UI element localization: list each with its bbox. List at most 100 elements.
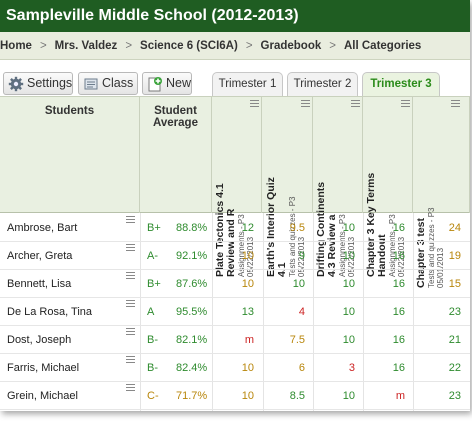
assignment-header[interactable]: Plate Tectonics 4.1 Review and R Assignme…: [212, 97, 262, 277]
assignment-header[interactable]: Earth's Interior Quiz 4.1 Tests and quizz…: [263, 97, 313, 277]
letter-grade: B+: [147, 222, 161, 234]
students-header[interactable]: Students: [0, 97, 140, 213]
score-cell[interactable]: 12: [241, 222, 254, 234]
score-cell[interactable]: m: [395, 390, 405, 402]
score-cell[interactable]: 19: [448, 250, 461, 262]
row-menu-icon[interactable]: [126, 244, 135, 251]
gradebook-grid: Students Student Average Plate Tectonics…: [0, 96, 470, 411]
letter-grade: C-: [147, 390, 159, 402]
score-cell[interactable]: 8.5: [289, 390, 305, 402]
column-menu-icon[interactable]: [451, 100, 460, 107]
student-name[interactable]: De La Rosa, Tina: [7, 306, 92, 318]
tab-trimester-2[interactable]: Trimester 2: [287, 72, 358, 97]
student-average: 95.5%: [176, 306, 208, 318]
school-title: Sampleville Middle School (2012-2013): [0, 0, 470, 32]
score-cell[interactable]: 21: [448, 334, 461, 346]
student-name[interactable]: Bennett, Lisa: [7, 278, 72, 290]
tab-trimester-1[interactable]: Trimester 1: [212, 72, 283, 97]
score-cell[interactable]: 6: [298, 362, 305, 374]
score-cell[interactable]: 16: [392, 278, 405, 290]
student-row[interactable]: De La Rosa, Tina A 95.5% 13 4 10 16 23: [0, 298, 470, 326]
score-cell[interactable]: 10: [342, 390, 355, 402]
row-menu-icon[interactable]: [126, 356, 135, 363]
score-cell[interactable]: 10: [241, 250, 254, 262]
gradebook-window: Sampleville Middle School (2012-2013) Ho…: [0, 0, 470, 411]
column-menu-icon[interactable]: [250, 100, 259, 107]
score-cell[interactable]: 10: [342, 334, 355, 346]
student-row[interactable]: Dost, Joseph B- 82.1% m 7.5 10 16 21: [0, 326, 470, 354]
column-divider: [212, 213, 213, 411]
score-cell[interactable]: 16: [392, 250, 405, 262]
row-menu-icon[interactable]: [126, 328, 135, 335]
student-name[interactable]: Ambrose, Bart: [7, 222, 78, 234]
new-label: New: [166, 76, 192, 90]
student-name[interactable]: Dost, Joseph: [7, 334, 72, 346]
score-cell[interactable]: 24: [448, 222, 461, 234]
letter-grade: A: [147, 306, 155, 318]
student-average: 87.6%: [176, 278, 208, 290]
score-cell[interactable]: 10: [241, 278, 254, 290]
student-name[interactable]: Farris, Michael: [7, 362, 80, 374]
column-divider: [263, 213, 264, 411]
breadcrumb: Home > Mrs. Valdez > Science 6 (SCI6A) > Grade…: [0, 32, 470, 60]
score-cell[interactable]: 10: [342, 278, 355, 290]
breadcrumb-gradebook[interactable]: Gradebook: [260, 40, 322, 52]
score-cell[interactable]: 9: [298, 250, 305, 262]
score-cell[interactable]: m: [244, 334, 254, 346]
score-cell[interactable]: 7.5: [289, 334, 305, 346]
average-header[interactable]: Student Average: [140, 97, 212, 213]
student-row[interactable]: Bennett, Lisa B+ 87.6% 10 10 10 16 15: [0, 270, 470, 298]
score-cell[interactable]: 23: [448, 390, 461, 402]
score-cell[interactable]: 10: [342, 250, 355, 262]
score-cell[interactable]: 16: [392, 334, 405, 346]
student-row[interactable]: Grein, Michael C- 71.7% 10 8.5 10 m 23: [0, 382, 470, 410]
score-cell[interactable]: 10: [292, 278, 305, 290]
score-cell[interactable]: 16: [392, 222, 405, 234]
score-cell[interactable]: 10: [241, 362, 254, 374]
row-menu-icon[interactable]: [126, 272, 135, 279]
new-button[interactable]: New: [142, 72, 192, 95]
column-menu-icon[interactable]: [301, 100, 310, 107]
student-name[interactable]: Grein, Michael: [7, 390, 78, 402]
score-cell[interactable]: 22: [448, 362, 461, 374]
score-cell[interactable]: 15: [448, 278, 461, 290]
score-cell[interactable]: 10: [342, 306, 355, 318]
score-cell[interactable]: 9.5: [289, 222, 305, 234]
breadcrumb-categories[interactable]: All Categories: [343, 40, 422, 52]
assignment-header[interactable]: Chapter 3 test Tests and quizzes - P3 05/0…: [413, 97, 470, 288]
student-row[interactable]: Farris, Michael B- 82.4% 10 6 3 16 22: [0, 354, 470, 382]
breadcrumb-home[interactable]: Home: [0, 40, 32, 52]
score-cell[interactable]: 23: [448, 306, 461, 318]
column-menu-icon[interactable]: [351, 100, 360, 107]
tab-trimester-3[interactable]: Trimester 3: [362, 72, 440, 98]
student-average: 88.8%: [176, 222, 208, 234]
letter-grade: B+: [147, 278, 161, 290]
column-divider: [413, 213, 414, 411]
letter-grade: B-: [147, 334, 158, 346]
assignment-header[interactable]: Chapter 3 Key Terms Handout Assignments -…: [363, 97, 413, 277]
row-menu-icon[interactable]: [126, 384, 135, 391]
breadcrumb-class[interactable]: Science 6 (SCI6A): [140, 40, 238, 52]
breadcrumb-teacher[interactable]: Mrs. Valdez: [54, 40, 118, 52]
score-cell[interactable]: 16: [392, 362, 405, 374]
letter-grade: A-: [147, 250, 158, 262]
score-cell[interactable]: 4: [298, 306, 305, 318]
student-row[interactable]: Archer, Greta A- 92.1% 10 9 10 16 19: [0, 242, 470, 270]
student-name[interactable]: Archer, Greta: [7, 250, 73, 262]
new-document-icon: [148, 77, 162, 92]
score-cell[interactable]: 16: [392, 306, 405, 318]
student-row[interactable]: Ambrose, Bart B+ 88.8% 12 9.5 10 16 24: [0, 214, 470, 242]
score-cell[interactable]: 10: [241, 390, 254, 402]
student-average: 82.1%: [176, 334, 208, 346]
student-average: 82.4%: [176, 362, 208, 374]
row-menu-icon[interactable]: [126, 216, 135, 223]
score-cell[interactable]: 10: [342, 222, 355, 234]
breadcrumb-separator: >: [245, 40, 253, 52]
settings-button[interactable]: Settings: [3, 72, 73, 95]
score-cell[interactable]: 3: [348, 362, 355, 374]
class-button[interactable]: Class: [78, 72, 138, 95]
column-menu-icon[interactable]: [401, 100, 410, 107]
assignment-header[interactable]: Drifting Continents 4.3 Review a Assignme…: [313, 97, 363, 277]
score-cell[interactable]: 13: [241, 306, 254, 318]
row-menu-icon[interactable]: [126, 300, 135, 307]
